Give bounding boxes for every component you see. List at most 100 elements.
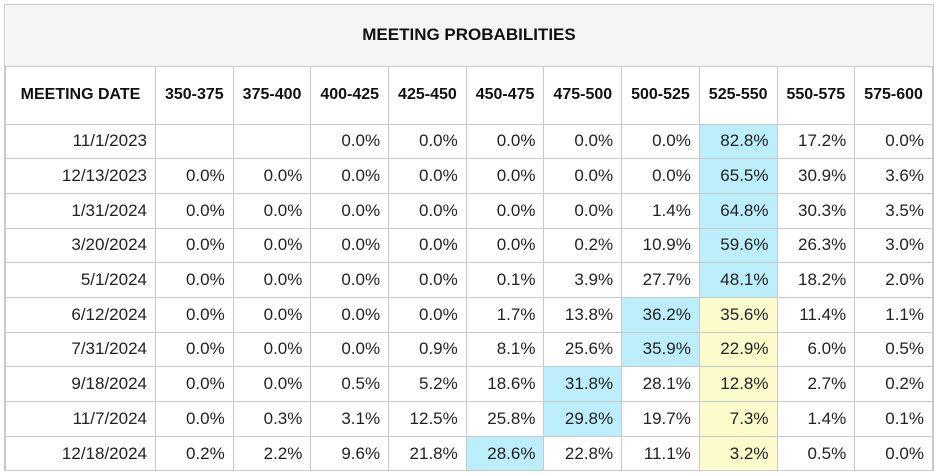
probability-cell: 0.0%	[543, 123, 623, 160]
probability-cell: 30.3%	[776, 192, 856, 229]
column-header-475-500: 475-500	[543, 65, 623, 125]
probability-cell: 0.0%	[232, 158, 312, 194]
table-row: 11/7/2024 0.0% 0.3% 3.1% 12.5% 25.8% 29.8% 19.7…	[5, 401, 933, 437]
probability-cell: 0.0%	[388, 296, 467, 333]
probability-cell: 29.8%	[543, 401, 623, 437]
probability-cell: 0.0%	[465, 192, 545, 229]
table-row: 1/31/2024 0.0% 0.0% 0.0% 0.0% 0.0% 0.0% 1.4% 64.…	[5, 192, 933, 229]
probability-cell: 19.7%	[621, 401, 700, 437]
probability-cell: 11.4%	[776, 296, 856, 333]
probability-cell: 0.0%	[310, 123, 390, 160]
probability-cell: 0.2%	[543, 227, 623, 264]
probability-cell: 0.0%	[155, 158, 234, 194]
meeting-probabilities-panel: MEETING PROBABILITIES MEETING DATE 350-37…	[4, 4, 934, 472]
probability-cell: 0.0%	[232, 296, 312, 333]
probability-cell: 12.5%	[388, 401, 467, 437]
column-header-400-425: 400-425	[310, 65, 390, 125]
probability-cell: 3.9%	[543, 262, 623, 298]
probability-cell: 10.9%	[621, 227, 700, 264]
probability-cell: 0.0%	[388, 123, 467, 160]
meeting-date-cell: 6/12/2024	[5, 296, 156, 333]
probability-cell: 22.8%	[543, 435, 623, 472]
probability-cell: 2.2%	[232, 435, 312, 472]
probability-cell: 0.0%	[310, 331, 390, 368]
probability-cell: 26.3%	[776, 227, 856, 264]
probability-cell: 64.8%	[698, 192, 778, 229]
probability-cell: 7.3%	[698, 401, 778, 437]
probability-cell: 0.0%	[854, 123, 933, 160]
probability-cell: 0.0%	[465, 158, 545, 194]
column-header-525-550: 525-550	[698, 65, 778, 125]
probability-cell: 22.9%	[698, 331, 778, 368]
column-header-550-575: 550-575	[776, 65, 856, 125]
meeting-date-cell: 1/31/2024	[5, 192, 156, 229]
probability-cell: 0.0%	[310, 158, 390, 194]
probability-cell: 0.0%	[155, 331, 234, 368]
probability-cell: 12.8%	[698, 366, 778, 402]
meeting-date-cell: 12/13/2023	[5, 158, 156, 194]
probability-cell: 31.8%	[543, 366, 623, 402]
probability-cell: 0.0%	[543, 192, 623, 229]
probability-cell: 0.0%	[310, 262, 390, 298]
probability-cell: 0.0%	[310, 296, 390, 333]
probability-cell: 0.5%	[776, 435, 856, 472]
meeting-date-cell: 3/20/2024	[5, 227, 156, 264]
probability-cell: 3.0%	[854, 227, 933, 264]
table-body: 11/1/2023 0.0% 0.0% 0.0% 0.0% 0.0% 82.8% 17.2% 0…	[5, 123, 933, 472]
probability-cell: 0.0%	[543, 158, 623, 194]
probability-cell: 0.0%	[388, 192, 467, 229]
probability-cell: 82.8%	[698, 123, 778, 160]
table-row: 11/1/2023 0.0% 0.0% 0.0% 0.0% 0.0% 82.8% 17.2% 0…	[5, 123, 933, 160]
probability-cell: 28.6%	[465, 435, 545, 472]
probability-cell: 18.2%	[776, 262, 856, 298]
probability-cell: 36.2%	[621, 296, 700, 333]
probability-cell: 6.0%	[776, 331, 856, 368]
column-header-500-525: 500-525	[621, 65, 700, 125]
column-header-350-375: 350-375	[155, 65, 234, 125]
probability-cell: 1.1%	[854, 296, 933, 333]
probability-cell: 59.6%	[698, 227, 778, 264]
probability-cell: 0.0%	[155, 192, 234, 229]
meeting-date-cell: 7/31/2024	[5, 331, 156, 368]
probability-cell: 0.5%	[310, 366, 390, 402]
table-row: 7/31/2024 0.0% 0.0% 0.0% 0.9% 8.1% 25.6% 35.9% 2…	[5, 331, 933, 368]
table-row: 12/18/2024 0.2% 2.2% 9.6% 21.8% 28.6% 22.8% 11.…	[5, 435, 933, 472]
column-header-meeting-date: MEETING DATE	[5, 65, 156, 125]
probability-cell: 9.6%	[310, 435, 390, 472]
probability-cell: 0.9%	[388, 331, 467, 368]
probability-cell: 27.7%	[621, 262, 700, 298]
probability-cell: 8.1%	[465, 331, 545, 368]
table-row: 9/18/2024 0.0% 0.0% 0.5% 5.2% 18.6% 31.8% 28.1%…	[5, 366, 933, 402]
probability-cell: 3.1%	[310, 401, 390, 437]
meeting-date-cell: 9/18/2024	[5, 366, 156, 402]
probability-cell: 0.0%	[465, 123, 545, 160]
meeting-date-cell: 11/1/2023	[5, 123, 156, 160]
probability-cell: 0.1%	[465, 262, 545, 298]
meeting-date-cell: 12/18/2024	[5, 435, 156, 472]
probability-cell: 21.8%	[388, 435, 467, 472]
probability-cell: 2.7%	[776, 366, 856, 402]
probability-cell: 1.4%	[621, 192, 700, 229]
probability-cell: 0.0%	[465, 227, 545, 264]
meeting-date-cell: 5/1/2024	[5, 262, 156, 298]
probabilities-table: MEETING PROBABILITIES MEETING DATE 350-37…	[5, 5, 933, 472]
table-row: 6/12/2024 0.0% 0.0% 0.0% 0.0% 1.7% 13.8% 36.2% 3…	[5, 296, 933, 333]
probability-cell: 0.0%	[854, 435, 933, 472]
probability-cell: 2.0%	[854, 262, 933, 298]
probability-cell: 11.1%	[621, 435, 700, 472]
probability-cell: 0.2%	[155, 435, 234, 472]
column-header-425-450: 425-450	[388, 65, 467, 125]
probability-cell: 0.0%	[621, 158, 700, 194]
probability-cell: 30.9%	[776, 158, 856, 194]
column-header-575-600: 575-600	[854, 65, 933, 125]
probability-cell: 0.5%	[854, 331, 933, 368]
probability-cell: 28.1%	[621, 366, 700, 402]
probability-cell: 0.0%	[155, 401, 234, 437]
probability-cell: 0.0%	[232, 331, 312, 368]
table-title: MEETING PROBABILITIES	[5, 5, 933, 67]
probability-cell: 1.4%	[776, 401, 856, 437]
column-header-375-400: 375-400	[232, 65, 312, 125]
probability-cell: 48.1%	[698, 262, 778, 298]
probability-cell: 0.2%	[854, 366, 933, 402]
probability-cell: 0.0%	[388, 262, 467, 298]
